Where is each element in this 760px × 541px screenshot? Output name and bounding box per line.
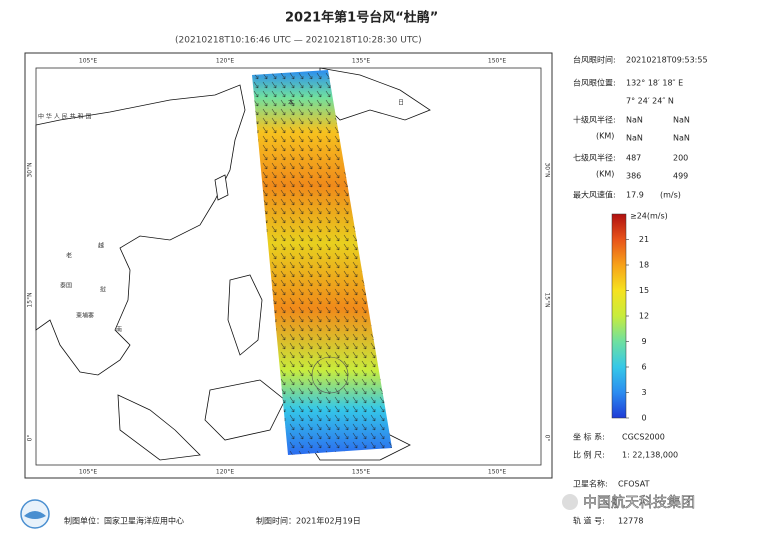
logo [20, 499, 50, 529]
meta-label: 卫星名称: [573, 479, 608, 489]
meta-label: 比 例 尺: [573, 450, 605, 460]
meta-value: 1: 22,138,000 [622, 451, 678, 460]
meta-value: 12778 [618, 517, 643, 526]
place: 本 [288, 99, 294, 107]
meta-value: CGCS2000 [622, 433, 665, 442]
place: 日 [398, 100, 404, 107]
coastlines [35, 67, 431, 461]
place-labels: 中 华 人 民 共 和 国 日 本 越 南 老 挝 泰国 柬埔寨 [38, 99, 404, 334]
lat-label: 30°N [27, 162, 34, 177]
wind-vectors [252, 70, 392, 455]
lat-label: 15°N [27, 292, 34, 307]
lon-label: 135°E [352, 58, 370, 65]
info-unit: (KM) [596, 170, 614, 179]
lon-label: 150°E [488, 58, 506, 65]
info-value: 487 [626, 154, 641, 163]
lon-label: 120°E [216, 58, 234, 65]
colorbar-tick-label: 18 [639, 261, 649, 270]
info-value: 17.9 [626, 191, 644, 200]
info-value: 200 [673, 154, 688, 163]
info-label: 台风眼位置: [573, 78, 616, 88]
info-value: 132° 18′ 18″ E [626, 79, 683, 88]
place: 南 [116, 326, 122, 334]
colorbar-tick-label: 3 [641, 388, 646, 397]
watermark-icon [562, 494, 578, 510]
watermark: 中国航天科技集团 [583, 494, 695, 511]
info-label: 十级风半径: [573, 115, 616, 125]
info-value: NaN [673, 134, 690, 143]
lat-label: 15°N [544, 292, 551, 307]
lon-label: 105°E [79, 469, 97, 476]
title: 2021年第1号台风“杜鹃” [285, 10, 438, 26]
place: 越 [98, 242, 104, 250]
place: 中 华 人 民 共 和 国 [38, 113, 91, 121]
info-unit: (KM) [596, 132, 614, 141]
footer-time: 制图时间：2021年02月19日 [256, 516, 361, 526]
colorbar-scale [611, 213, 627, 419]
lon-label: 105°E [79, 58, 97, 65]
lon-label: 135°E [352, 469, 370, 476]
info-value: 20210218T09:53:55 [626, 56, 708, 65]
place: 柬埔寨 [76, 312, 94, 320]
info-panel: 台风眼时间: 20210218T09:53:55 台风眼位置: 132° 18′… [573, 55, 708, 200]
place: 泰国 [60, 282, 72, 290]
meta-value: CFOSAT [618, 480, 650, 489]
colorbar-tick-label: 21 [639, 235, 649, 244]
colorbar-tick-label: 0 [641, 414, 646, 423]
info-value: NaN [626, 134, 643, 143]
info-value: NaN [626, 116, 643, 125]
colorbar-tick-label: 15 [639, 286, 649, 295]
info-unit: (m/s) [660, 191, 681, 200]
colorbar: ≥24(m/s) 0 3 6 9 12 15 18 21 [611, 212, 668, 423]
info-value: NaN [673, 116, 690, 125]
colorbar-tick-label: 12 [639, 312, 649, 321]
info-value: 386 [626, 172, 641, 181]
typhoon-eye [311, 356, 349, 394]
colorbar-top-label: ≥24(m/s) [630, 212, 668, 221]
place: 老 [66, 252, 72, 260]
subtitle: (20210218T10:16:46 UTC — 20210218T10:28:… [175, 36, 422, 46]
meta-label: 轨 道 号: [573, 516, 605, 526]
lon-label: 120°E [216, 469, 234, 476]
info-label: 台风眼时间: [573, 55, 616, 65]
lon-label: 150°E [488, 469, 506, 476]
lat-label: 0° [544, 435, 551, 442]
lat-label: 0° [27, 435, 34, 442]
info-value: 7° 24′ 24″ N [626, 97, 674, 106]
footer-unit: 制图单位：国家卫星海洋应用中心 [64, 516, 184, 526]
meta-panel: 坐 标 系: CGCS2000 比 例 尺: 1: 22,138,000 卫星名… [573, 432, 678, 526]
colorbar-tick-label: 6 [641, 363, 646, 372]
meta-label: 坐 标 系: [573, 432, 605, 442]
place: 挝 [100, 286, 106, 294]
info-label: 七级风半径: [573, 153, 616, 163]
info-label: 最大风速值: [573, 190, 616, 200]
lat-label: 30°N [544, 162, 551, 177]
info-value: 499 [673, 172, 688, 181]
colorbar-tick-label: 9 [641, 337, 646, 346]
